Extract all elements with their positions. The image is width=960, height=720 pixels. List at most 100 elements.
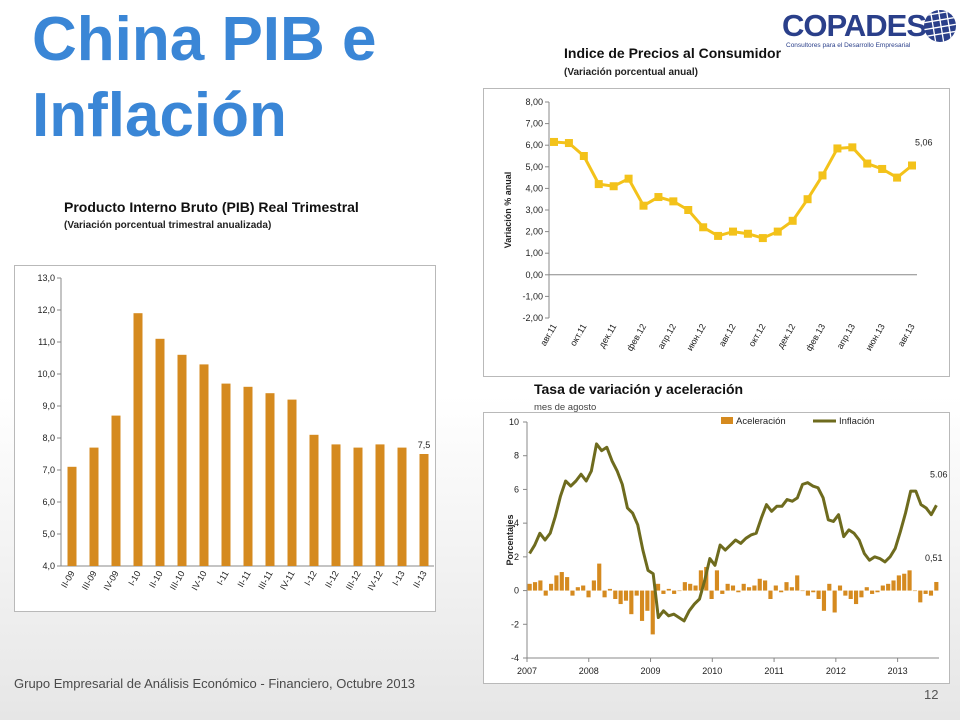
ipc-point <box>729 227 737 236</box>
ipc-point <box>848 143 857 152</box>
ipc-point <box>639 201 648 210</box>
ipc-x-tick-label: окт.12 <box>747 322 768 348</box>
tasa-y-tick-label: 6 <box>514 484 519 494</box>
pib-x-tick-label: II-11 <box>235 569 252 589</box>
tasa-acceleration-bar <box>800 590 805 592</box>
pib-bar <box>221 383 231 566</box>
tasa-acceleration-bar <box>645 590 650 611</box>
ipc-point <box>550 137 558 146</box>
pib-x-tick-label: III-09 <box>80 569 99 592</box>
ipc-y-tick-label: 4,00 <box>525 183 543 193</box>
tasa-x-tick-label: 2009 <box>641 666 661 676</box>
tasa-y-tick-label: -2 <box>511 619 519 629</box>
tasa-acceleration-bar <box>886 583 891 591</box>
tasa-acceleration-bar <box>559 572 564 591</box>
ipc-point <box>579 152 588 160</box>
tasa-acceleration-bar <box>650 590 655 635</box>
tasa-acceleration-bar <box>629 590 634 615</box>
pib-x-tick-label: I-11 <box>215 569 231 587</box>
ipc-chart-title: Indice de Precios al Consumidor <box>564 45 782 61</box>
pib-y-tick-label: 12,0 <box>37 305 55 315</box>
ipc-x-tick-label: июн.13 <box>864 322 887 352</box>
ipc-point <box>669 197 678 206</box>
tasa-acceleration-bar <box>896 575 901 591</box>
pib-y-tick-label: 11,0 <box>38 337 55 347</box>
pib-x-tick-label: III-11 <box>256 569 275 591</box>
tasa-acceleration-bar <box>682 582 687 591</box>
tasa-acceleration-bar <box>634 590 639 596</box>
pib-bar <box>243 386 253 566</box>
pib-bar <box>89 447 99 566</box>
tasa-acceleration-bar <box>597 563 602 591</box>
tasa-acceleration-bar <box>613 590 618 599</box>
pib-y-tick-label: 13,0 <box>37 273 55 283</box>
tasa-y-tick-label: -4 <box>511 653 519 663</box>
tasa-acceleration-bar <box>554 575 559 591</box>
tasa-acceleration-bar <box>853 590 859 605</box>
pib-x-tick-label: IV-09 <box>102 569 121 592</box>
ipc-y-tick-label: 2,00 <box>525 227 543 237</box>
pib-bar <box>419 454 429 566</box>
tasa-inflation-data-label: 5.06 <box>930 469 948 479</box>
tasa-acceleration-bar <box>661 590 666 594</box>
tasa-acceleration-bar <box>693 585 698 591</box>
ipc-point <box>863 159 872 168</box>
ipc-point <box>908 161 916 170</box>
tasa-acceleration-bar <box>602 590 607 598</box>
ipc-point <box>893 173 902 182</box>
ipc-y-tick-label: 0,00 <box>525 270 543 280</box>
copades-logo: COPADES Consultores para el Desarrollo E… <box>782 8 957 56</box>
tasa-acceleration-data-label: 0,51 <box>925 553 943 563</box>
tasa-acceleration-bar <box>784 582 789 591</box>
ipc-x-tick-label: авг.13 <box>896 322 917 348</box>
ipc-x-tick-label: окт.11 <box>568 322 589 348</box>
pib-y-tick-label: 5,0 <box>42 529 55 539</box>
ipc-point <box>594 180 603 189</box>
ipc-point <box>684 206 693 214</box>
tasa-acceleration-bar <box>789 587 794 591</box>
tasa-chart: -4 -2 0 2 4 6 8 10 2007 2008 2009 2010 2011 2012 2013 P… <box>505 416 948 676</box>
pib-x-tick-label: I-12 <box>302 569 318 587</box>
tasa-acceleration-bar <box>639 590 645 621</box>
pib-y-tick-label: 10,0 <box>37 369 55 379</box>
tasa-x-tick-label: 2010 <box>702 666 722 676</box>
tasa-acceleration-bar <box>736 590 741 593</box>
pib-bar <box>67 466 77 566</box>
tasa-acceleration-bar <box>720 590 725 594</box>
ipc-point <box>803 195 812 204</box>
tasa-acceleration-bar <box>912 590 917 592</box>
tasa-acceleration-bar <box>805 590 810 596</box>
pib-x-tick-label: IV-10 <box>190 569 209 592</box>
pib-bar <box>177 354 187 566</box>
pib-bar <box>155 338 165 566</box>
tasa-acceleration-bar <box>591 580 596 591</box>
pib-y-tick-label: 8,0 <box>42 433 55 443</box>
ipc-point <box>699 223 708 232</box>
tasa-acceleration-bar <box>859 590 864 598</box>
tasa-acceleration-bar <box>575 587 580 591</box>
ipc-series-line <box>553 140 913 240</box>
tasa-acceleration-bar <box>821 590 827 611</box>
pib-chart-title: Producto Interno Bruto (PIB) Real Trimes… <box>64 199 359 215</box>
tasa-y-axis-label: Porcentajes <box>505 514 515 565</box>
tasa-acceleration-bar <box>672 590 677 594</box>
tasa-acceleration-bar <box>880 585 885 591</box>
ipc-point <box>788 216 797 225</box>
tasa-y-tick-label: 8 <box>514 451 519 461</box>
tasa-acceleration-bar <box>757 578 762 591</box>
tasa-acceleration-bar <box>752 585 757 591</box>
tasa-acceleration-bar <box>532 582 538 591</box>
tasa-x-tick-label: 2008 <box>579 666 599 676</box>
pib-bar <box>397 447 407 566</box>
tasa-acceleration-bar <box>763 580 768 591</box>
ipc-point <box>878 164 887 173</box>
tasa-acceleration-bar <box>875 590 880 593</box>
pib-bar <box>353 447 363 566</box>
ipc-chart: -2,00 -1,00 0,00 1,00 2,00 3,00 4,00 5,00 6,00 7,… <box>503 97 933 353</box>
ipc-point <box>654 193 663 202</box>
tasa-acceleration-bar <box>934 581 939 591</box>
page-number: 12 <box>924 687 939 702</box>
ipc-x-tick-label: дек.11 <box>597 322 619 350</box>
pib-bar <box>265 393 275 566</box>
pib-bar <box>331 444 341 566</box>
